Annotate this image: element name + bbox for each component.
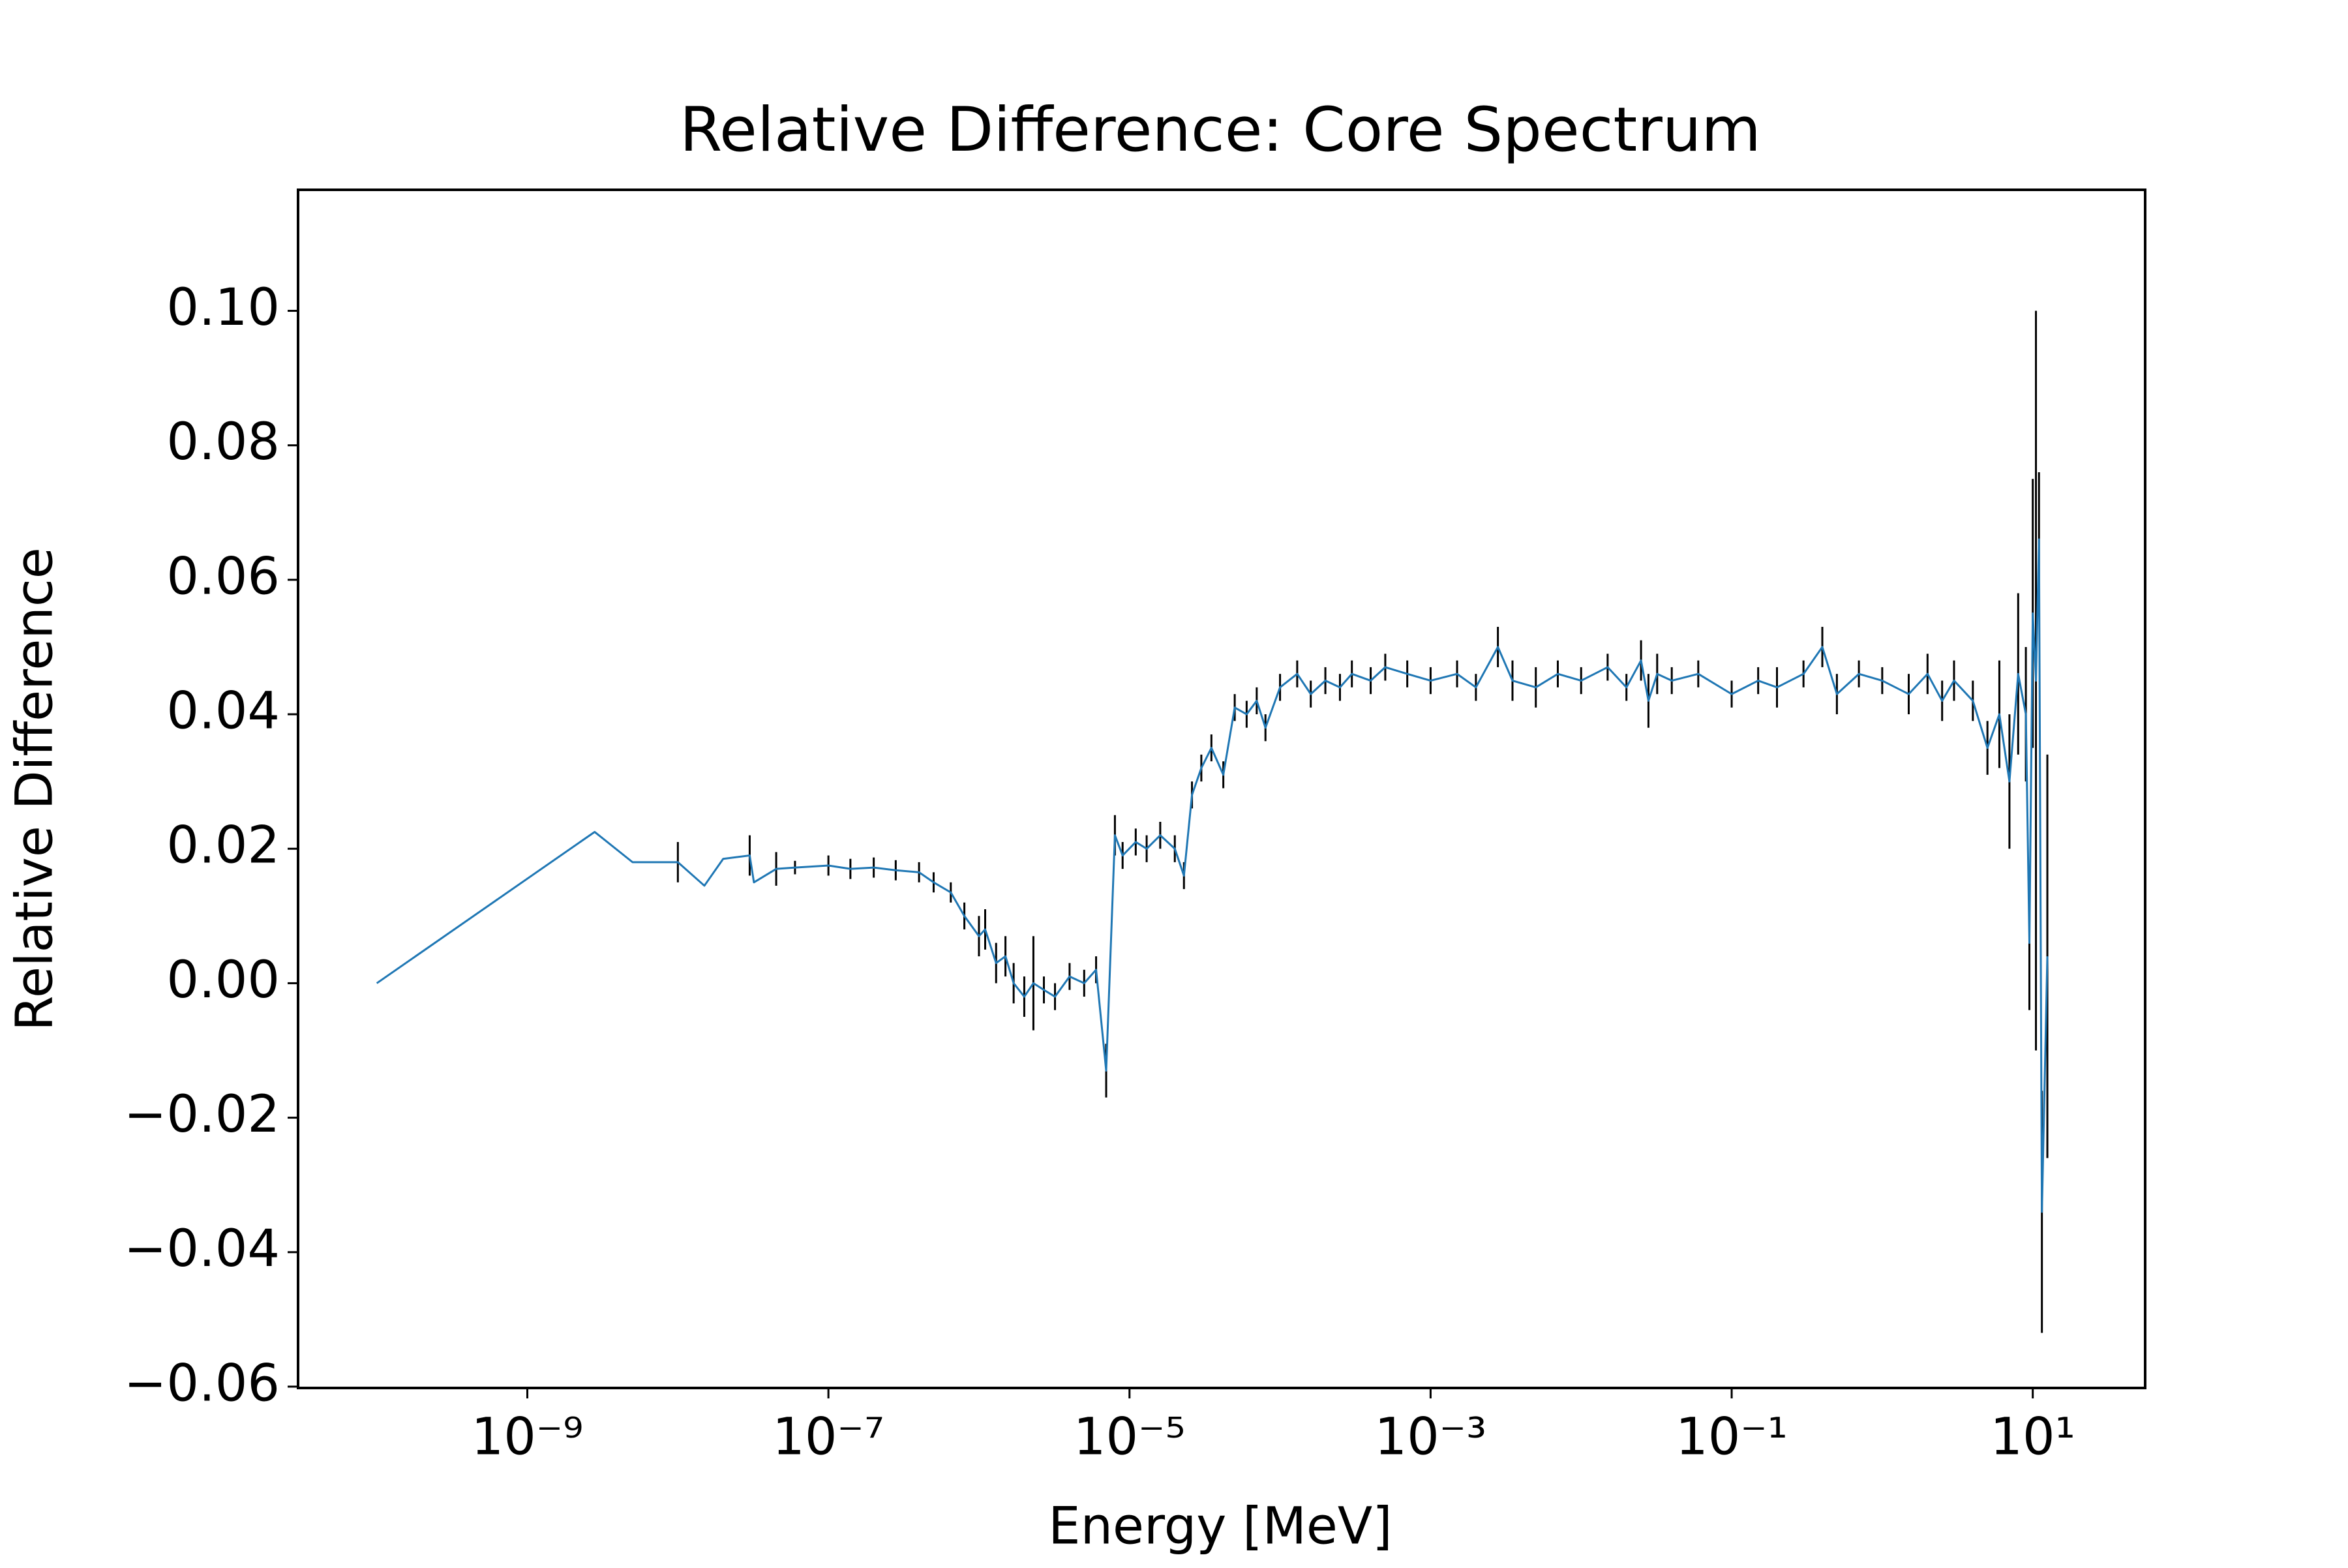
chart-title: Relative Difference: Core Spectrum (680, 95, 1761, 166)
y-tick-label: 0.08 (166, 413, 280, 472)
x-tick-label: 10⁻⁵ (1074, 1408, 1186, 1466)
plot-frame (297, 188, 2146, 1389)
y-axis-label: Relative Difference (5, 547, 64, 1031)
y-tick-label: 0.02 (166, 817, 280, 875)
y-tick-label: −0.02 (124, 1085, 280, 1144)
y-tick-label: −0.06 (124, 1354, 280, 1413)
y-tick-label: −0.04 (124, 1220, 280, 1278)
x-tick-label: 10¹ (1990, 1408, 2075, 1466)
x-tick-label: 10⁻⁹ (472, 1408, 584, 1466)
y-tick-label: 0.06 (166, 547, 280, 606)
x-tick-label: 10⁻¹ (1676, 1408, 1788, 1466)
y-tick-label: 0.10 (166, 279, 280, 337)
y-tick-label: 0.00 (166, 951, 280, 1010)
x-axis-label: Energy [MeV] (1048, 1497, 1392, 1556)
data-line (376, 538, 2049, 1213)
y-tick-label: 0.04 (166, 682, 280, 741)
x-tick-label: 10⁻⁷ (772, 1408, 884, 1466)
x-tick-label: 10⁻³ (1375, 1408, 1487, 1466)
